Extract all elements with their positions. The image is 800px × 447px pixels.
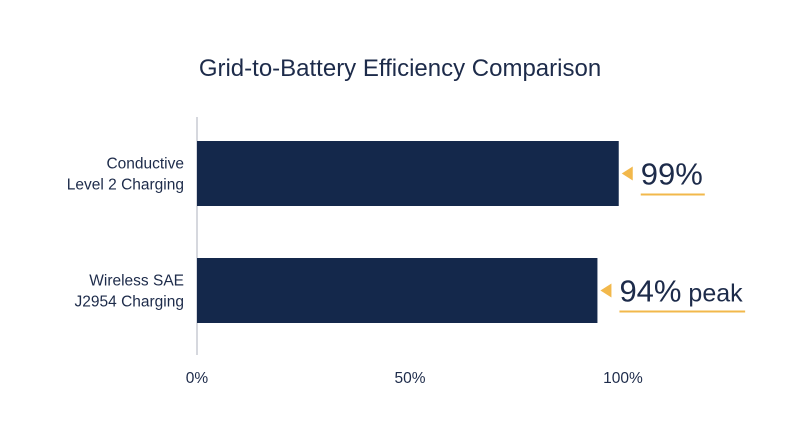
bar-1 bbox=[197, 258, 598, 323]
x-tick-label: 100% bbox=[603, 370, 643, 387]
category-label-line: Wireless SAE bbox=[89, 273, 184, 290]
category-label-0: Conductive Level 2 Charging bbox=[67, 156, 184, 194]
x-tick-label: 0% bbox=[186, 370, 209, 387]
pointer-marker-1 bbox=[600, 283, 612, 298]
bars-layer: Conductive Level 2 Charging 99% Wireless SA… bbox=[67, 141, 746, 323]
chart-title: Grid-to-Battery Efficiency Comparison bbox=[199, 55, 601, 82]
x-tick-label: 50% bbox=[394, 370, 425, 387]
data-label-0: 99% bbox=[641, 157, 703, 192]
data-label-suffix: peak bbox=[681, 280, 743, 308]
data-label-1: 94% peak bbox=[619, 274, 743, 309]
bar-0 bbox=[197, 141, 619, 206]
pointer-marker-0 bbox=[621, 166, 633, 181]
category-label-line: Level 2 Charging bbox=[67, 177, 184, 194]
category-label-line: Conductive bbox=[106, 156, 184, 173]
category-label-1: Wireless SAE J2954 Charging bbox=[75, 273, 184, 311]
data-label-value: 99% bbox=[641, 157, 703, 192]
x-axis: 0% 50% 100% bbox=[186, 370, 643, 387]
category-label-line: J2954 Charging bbox=[75, 294, 184, 311]
data-label-value: 94% bbox=[619, 274, 681, 309]
